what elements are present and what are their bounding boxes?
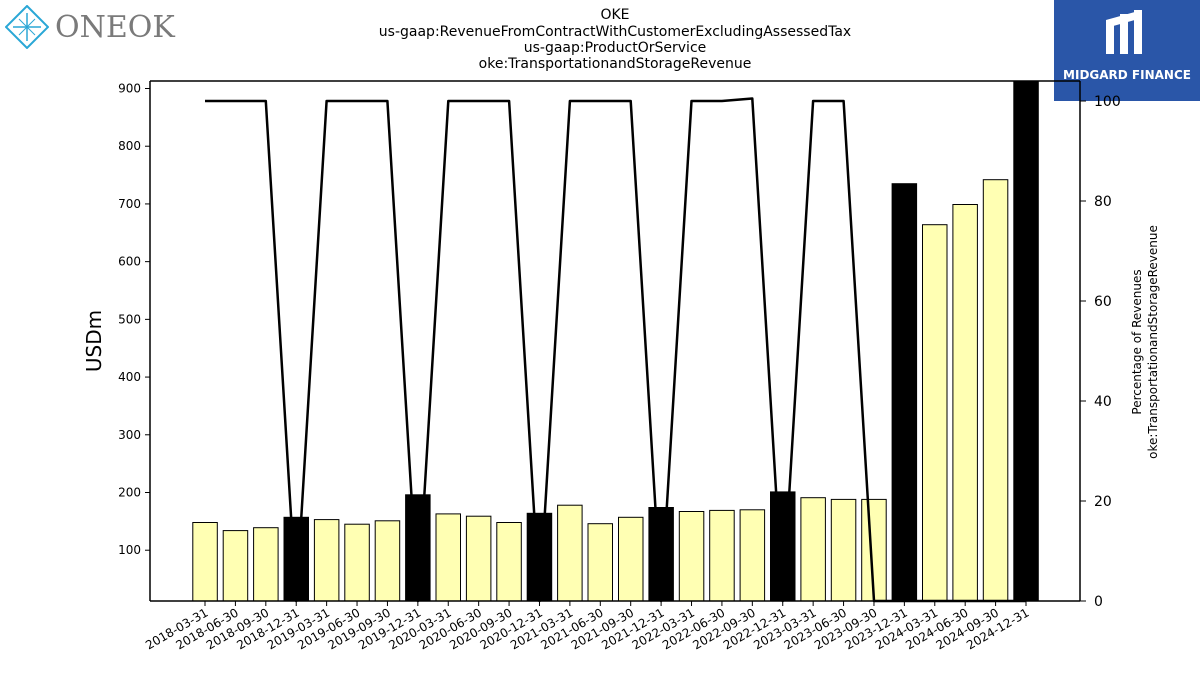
left-tick-label-800: 800 (118, 139, 141, 153)
right-tick-label-0: 0 (1094, 594, 1103, 610)
bar-2024-09-30 (982, 179, 1009, 602)
bar-2018-09-30 (253, 527, 279, 602)
bar-2020-09-30 (496, 522, 522, 602)
bar-2018-03-31 (192, 522, 218, 602)
bar-2019-06-30 (344, 523, 370, 602)
bar-2023-12-31 (891, 183, 918, 602)
left-tick-label-900: 900 (118, 82, 141, 96)
bar-2021-06-30 (587, 523, 613, 602)
right-tick-label-80: 80 (1094, 194, 1112, 210)
chart-title-line-2: us-gaap:RevenueFromContractWithCustomerE… (378, 24, 852, 40)
chart-title-line-1: OKE (600, 7, 630, 23)
bar-2021-09-30 (618, 516, 644, 602)
bar-2019-03-31 (313, 519, 340, 602)
left-tick-label-300: 300 (118, 428, 141, 442)
bar-2022-09-30 (739, 509, 766, 602)
left-tick-label-100: 100 (118, 543, 141, 557)
right-tick-label-20: 20 (1094, 494, 1112, 510)
left-tick-label-500: 500 (118, 312, 141, 326)
right-tick-label-40: 40 (1094, 394, 1112, 410)
bar-2023-06-30 (830, 498, 857, 602)
oneok-logo-text: ONEOK (55, 9, 175, 45)
bar-2024-12-31 (1013, 80, 1039, 602)
bar-2024-03-31 (922, 224, 948, 602)
bar-2018-06-30 (222, 530, 249, 602)
bar-2020-12-31 (526, 512, 553, 602)
oneok-logo: ONEOK (5, 5, 175, 49)
left-tick-label-600: 600 (118, 255, 141, 269)
midgard-monogram-icon (1106, 10, 1142, 54)
bar-2024-06-30 (952, 204, 978, 602)
chart-title-line-3: us-gaap:ProductOrService (523, 40, 707, 56)
bar-2022-06-30 (709, 509, 735, 602)
bar-2023-03-31 (800, 497, 826, 602)
bar-2022-03-31 (678, 511, 705, 602)
midgard-logo-text: MIDGARD FINANCE (1063, 68, 1191, 82)
bar-2020-03-31 (435, 513, 461, 602)
chart-title-line-4: oke:TransportationandStorageRevenue (478, 56, 752, 72)
bar-2021-03-31 (557, 504, 583, 602)
bar-2019-09-30 (374, 520, 401, 602)
right-tick-label-60: 60 (1094, 294, 1112, 310)
left-tick-label-400: 400 (118, 370, 141, 384)
bar-2020-06-30 (465, 515, 492, 602)
oneok-diamond-icon (5, 5, 49, 49)
right-axis-label-line-2: oke:TransportationandStorageRevenue (1146, 225, 1160, 459)
right-tick-label-100: 100 (1094, 94, 1121, 110)
right-axis-label-line-1: Percentage of Revenues (1130, 269, 1144, 414)
left-tick-label-700: 700 (118, 197, 141, 211)
left-tick-label-200: 200 (118, 485, 141, 499)
y-axis-label: USDm (82, 310, 106, 372)
midgard-finance-logo: MIDGARD FINANCE (1054, 0, 1200, 101)
